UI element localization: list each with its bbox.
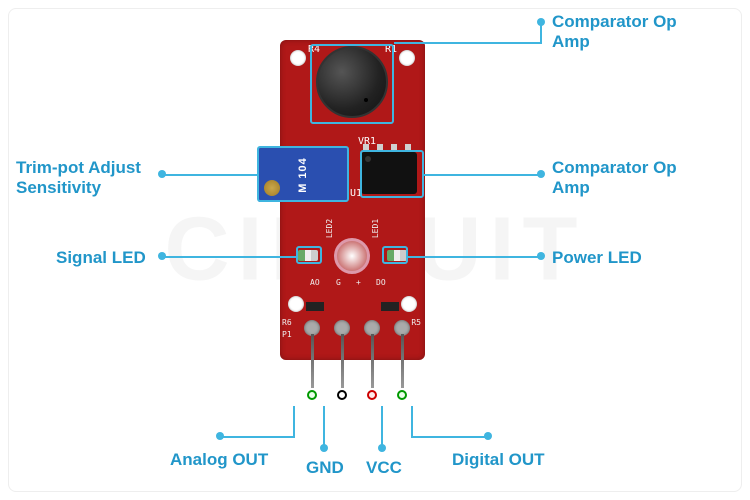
- leader: [394, 42, 540, 44]
- trimpot-screw: [264, 180, 280, 196]
- silk-r1: R1: [385, 44, 397, 55]
- silk-plus: +: [356, 278, 361, 287]
- mic-marker: [364, 98, 368, 102]
- leader-dot: [320, 444, 328, 452]
- label-opamp: Comparator Op Amp: [552, 158, 677, 199]
- silk-do: DO: [376, 278, 386, 287]
- leader-dot: [537, 170, 545, 178]
- vcc-pin: [364, 320, 380, 400]
- mount-hole: [401, 296, 417, 312]
- ic-orientation-dot: [365, 156, 371, 162]
- label-mic: Comparator Op Amp: [552, 12, 677, 53]
- leader: [220, 436, 295, 438]
- label-vcc: VCC: [366, 458, 402, 478]
- label-gnd: GND: [306, 458, 344, 478]
- analog-out-pin: [304, 320, 320, 400]
- leader: [162, 256, 296, 258]
- leader: [323, 406, 325, 446]
- resistor: [306, 302, 324, 311]
- leader: [411, 436, 486, 438]
- silk-led1: LED1: [371, 219, 380, 238]
- leader: [381, 406, 383, 446]
- leader: [293, 406, 295, 436]
- silk-led2: LED2: [325, 219, 334, 238]
- silk-r6: R6: [282, 318, 292, 327]
- leader-dot: [378, 444, 386, 452]
- comparator-ic: [361, 152, 417, 194]
- leader: [162, 174, 258, 176]
- microphone: [316, 46, 388, 118]
- resistor: [381, 302, 399, 311]
- label-power-led: Power LED: [552, 248, 642, 268]
- power-led-chip: [387, 250, 407, 261]
- leader: [411, 406, 413, 436]
- label-digital-out: Digital OUT: [452, 450, 545, 470]
- silk-p1: P1: [282, 330, 292, 339]
- label-signal-led: Signal LED: [56, 248, 146, 268]
- mount-hole: [399, 50, 415, 66]
- label-trimpot: Trim-pot Adjust Sensitivity: [16, 158, 141, 199]
- silk-ao: AO: [310, 278, 320, 287]
- leader-dot: [158, 252, 166, 260]
- pcb-board: R4 R1 VR1 U1 M 104 LED2 LED1 AO G + DO R…: [280, 40, 425, 360]
- leader: [424, 174, 540, 176]
- leader-dot: [537, 252, 545, 260]
- trimpot: M 104: [258, 148, 348, 202]
- trimpot-marking: M 104: [297, 157, 309, 193]
- mount-hole: [288, 296, 304, 312]
- center-hole: [334, 238, 370, 274]
- mount-hole: [290, 50, 306, 66]
- digital-out-pin: [394, 320, 410, 400]
- ic-pin-row: [363, 144, 411, 150]
- leader-dot: [484, 432, 492, 440]
- leader-dot: [158, 170, 166, 178]
- pin-header: [304, 320, 410, 400]
- leader: [408, 256, 540, 258]
- label-analog-out: Analog OUT: [170, 450, 268, 470]
- silk-g: G: [336, 278, 341, 287]
- signal-led-chip: [298, 250, 318, 261]
- silk-r5: R5: [411, 318, 421, 327]
- silk-r4: R4: [308, 44, 320, 55]
- gnd-pin: [334, 320, 350, 400]
- leader-dot: [216, 432, 224, 440]
- diagram-container: R4 R1 VR1 U1 M 104 LED2 LED1 AO G + DO R…: [0, 0, 750, 500]
- leader-dot: [537, 18, 545, 26]
